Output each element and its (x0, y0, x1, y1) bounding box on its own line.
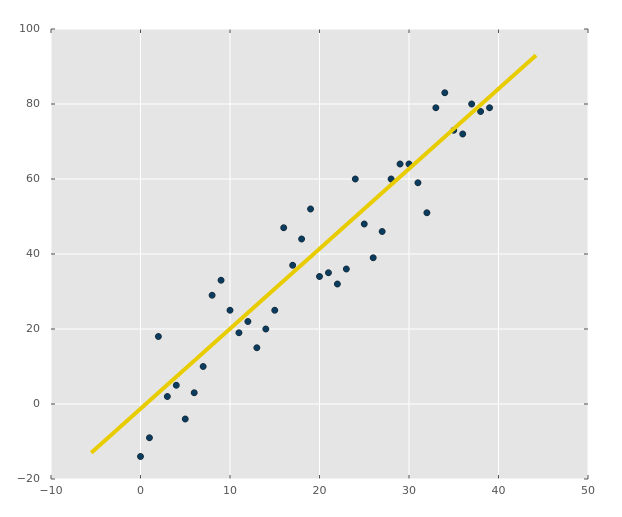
y-tick-label: 20 (26, 322, 40, 335)
x-tick-label: −10 (39, 484, 62, 497)
y-tick-label: 40 (26, 247, 40, 260)
scatter-point (333, 280, 341, 288)
scatter-point (307, 205, 314, 213)
scatter-point (414, 179, 422, 187)
scatter-point (181, 415, 189, 423)
scatter-point (199, 363, 207, 370)
scatter-point (262, 325, 270, 333)
scatter-point (271, 306, 279, 314)
scatter-point (342, 265, 350, 273)
x-tick-label: 0 (137, 484, 144, 497)
scatter-point (459, 130, 467, 138)
scatter-point (396, 160, 404, 168)
x-tick-label: 50 (581, 484, 595, 497)
scatter-point (477, 108, 484, 115)
scatter-point (190, 389, 198, 397)
scatter-point (217, 276, 225, 284)
scatter-point (146, 434, 153, 442)
scatter-point (289, 261, 297, 269)
y-tick-label: 60 (26, 172, 40, 185)
y-tick-label: −20 (17, 472, 40, 485)
regression-line (89, 53, 538, 455)
scatter-point (468, 100, 476, 108)
scatter-point (351, 175, 359, 183)
scatter-point (253, 344, 261, 352)
scatter-point (163, 393, 171, 400)
scatter-point (226, 306, 234, 314)
scatter-point (360, 220, 368, 228)
scatter-point (316, 273, 323, 280)
y-tick-label: 80 (26, 97, 40, 110)
x-tick-label: 10 (223, 484, 237, 497)
scatter-point (154, 333, 162, 340)
scatter-point (486, 104, 493, 112)
scatter-point (432, 104, 440, 112)
scatter-point (172, 381, 180, 389)
scatter-point (369, 254, 377, 262)
scatter-point (208, 291, 216, 299)
scatter-point (137, 453, 144, 460)
scatter-point (441, 89, 449, 97)
scatter-point (325, 269, 332, 277)
y-tick-label: 100 (19, 22, 40, 35)
y-tick-label: 0 (33, 397, 40, 410)
scatter-point (298, 235, 305, 243)
x-tick-label: 40 (492, 484, 506, 497)
x-tick-label: 20 (313, 484, 327, 497)
scatter-point (280, 224, 288, 232)
scatter-point (423, 209, 431, 217)
scatter-point (244, 318, 252, 325)
scatter-point (235, 329, 243, 337)
scatter-point (378, 228, 386, 235)
x-tick-label: 30 (402, 484, 416, 497)
